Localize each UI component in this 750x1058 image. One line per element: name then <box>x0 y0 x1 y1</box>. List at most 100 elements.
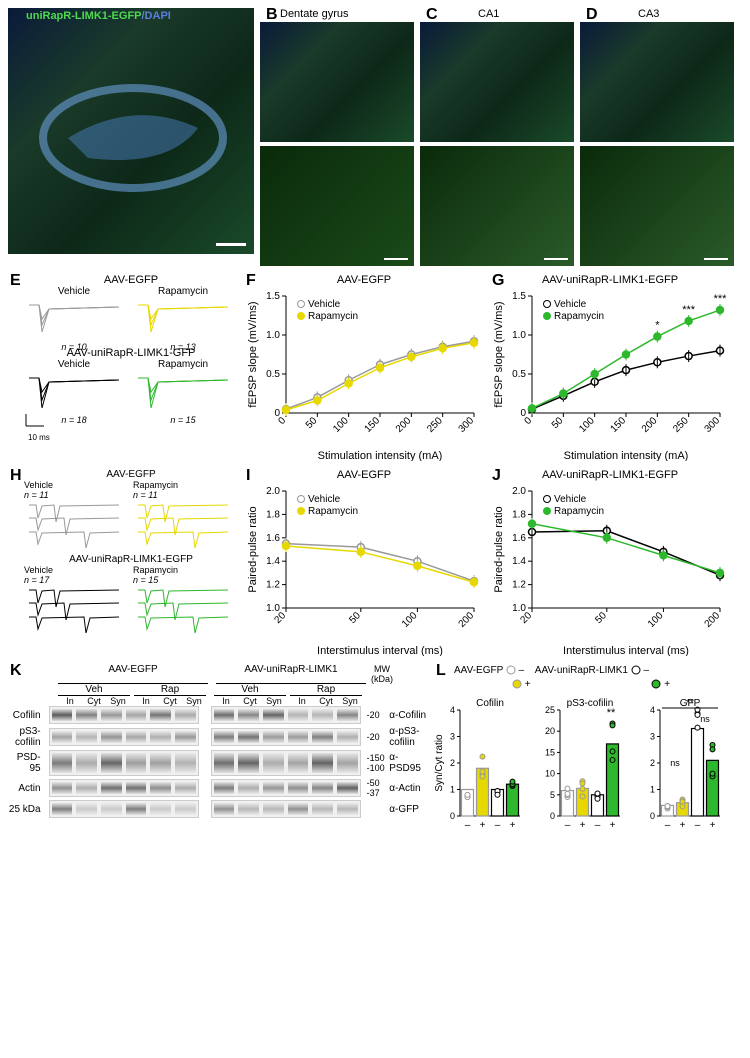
svg-text:100: 100 <box>646 610 666 630</box>
panel-a-legend: uniRapR-LIMK1-EGFP/DAPI <box>26 10 171 22</box>
panel-e: E AAV-EGFP Vehicle n = 10 Rapamycin n = … <box>8 274 238 461</box>
svg-text:50: 50 <box>593 610 609 626</box>
legend-green: uniRapR-LIMK1-EGFP <box>26 10 142 22</box>
svg-text:200: 200 <box>394 415 414 435</box>
panel-c-title: CA1 <box>478 8 499 20</box>
svg-text:Vehicle: Vehicle <box>554 494 587 505</box>
micrograph-c-bottom <box>420 146 574 266</box>
scalebar-b <box>384 258 408 260</box>
svg-text:50: 50 <box>347 610 363 626</box>
svg-text:–: – <box>495 820 501 831</box>
panels-bcd: B Dentate gyrus C CA1 D CA3 <box>260 8 734 266</box>
svg-text:+: + <box>710 820 716 831</box>
svg-text:Stimulation intensity (mA): Stimulation intensity (mA) <box>318 450 443 461</box>
svg-text:0: 0 <box>450 811 455 821</box>
svg-text:–: – <box>595 820 601 831</box>
svg-text:250: 250 <box>671 415 691 435</box>
trace-h3: Vehicle n = 17 <box>24 565 124 635</box>
svg-text:1.2: 1.2 <box>512 580 526 591</box>
svg-text:2: 2 <box>650 758 655 768</box>
svg-text:**: ** <box>607 707 616 719</box>
svg-text:+: + <box>580 820 586 831</box>
svg-text:300: 300 <box>703 415 723 435</box>
svg-text:50: 50 <box>304 415 320 431</box>
svg-text:4: 4 <box>650 705 655 715</box>
svg-text:100: 100 <box>331 415 351 435</box>
svg-text:4: 4 <box>450 705 455 715</box>
chart-i-svg: 1.01.21.41.61.82.02050100200VehicleRapam… <box>244 481 484 656</box>
figure-root: A uniRapR-LIMK1-EGFP/DAPI B Dentate gyru… <box>0 0 750 857</box>
panel-h: H AAV-EGFP Vehicle n = 11 Rapamycin <box>8 469 238 656</box>
panel-f: F AAV-EGFP 00.51.01.5050100150200250300V… <box>244 274 484 461</box>
svg-text:300: 300 <box>457 415 477 435</box>
micrograph-c-top <box>420 22 574 142</box>
panel-j: J AAV-uniRapR-LIMK1-EGFP 1.01.21.41.61.8… <box>490 469 730 656</box>
svg-text:2: 2 <box>450 758 455 768</box>
svg-text:0: 0 <box>550 811 555 821</box>
svg-text:–: – <box>465 820 471 831</box>
panel-l-label: L <box>436 662 446 680</box>
trace-e1: Vehicle n = 10 <box>24 286 124 341</box>
panel-g-title: AAV-uniRapR-LIMK1-EGFP <box>490 274 730 286</box>
row-efg: E AAV-EGFP Vehicle n = 10 Rapamycin n = … <box>8 274 742 461</box>
scalebar-a <box>216 243 246 246</box>
micrograph-a-image <box>8 8 254 254</box>
svg-text:Rapamycin: Rapamycin <box>308 311 358 322</box>
svg-text:20: 20 <box>545 726 555 736</box>
svg-text:5: 5 <box>550 790 555 800</box>
svg-text:+: + <box>610 820 616 831</box>
svg-text:0: 0 <box>522 415 534 427</box>
svg-text:1.2: 1.2 <box>266 580 280 591</box>
panel-h-label: H <box>10 467 22 485</box>
trace-e2: Rapamycin n = 13 <box>133 286 233 341</box>
svg-text:1.5: 1.5 <box>512 291 526 302</box>
svg-text:1.4: 1.4 <box>266 556 280 567</box>
panel-f-title: AAV-EGFP <box>244 274 484 286</box>
panel-i-title: AAV-EGFP <box>244 469 484 481</box>
panel-k-label: K <box>10 662 22 680</box>
svg-text:Rapamycin: Rapamycin <box>554 506 604 517</box>
svg-text:1.8: 1.8 <box>266 509 280 520</box>
svg-text:+: + <box>510 820 516 831</box>
svg-text:Interstimulus interval (ms): Interstimulus interval (ms) <box>563 645 689 656</box>
svg-text:1: 1 <box>650 785 655 795</box>
trace-e3: Vehicle n = 18 0.25 mV 10 ms <box>24 359 124 414</box>
svg-text:50: 50 <box>550 415 566 431</box>
svg-text:+: + <box>680 820 686 831</box>
panel-l: L AAV-EGFP – AAV-uniRapR-LIMK1 – + + <box>434 664 734 841</box>
micrograph-d-top <box>580 22 734 142</box>
panel-d: D CA3 <box>580 8 734 266</box>
panel-b: B Dentate gyrus <box>260 8 414 266</box>
svg-text:Rapamycin: Rapamycin <box>554 311 604 322</box>
panel-k: K AAV-EGFPAAV-uniRapR-LIMK1MW (kDa)VehRa… <box>8 664 428 841</box>
panel-a: A uniRapR-LIMK1-EGFP/DAPI <box>8 8 254 266</box>
svg-text:***: *** <box>714 293 728 305</box>
hippocampus-outline <box>8 8 254 254</box>
svg-text:250: 250 <box>425 415 445 435</box>
panel-j-title: AAV-uniRapR-LIMK1-EGFP <box>490 469 730 481</box>
svg-text:Vehicle: Vehicle <box>554 299 587 310</box>
svg-text:1.6: 1.6 <box>512 533 526 544</box>
svg-text:Interstimulus interval (ms): Interstimulus interval (ms) <box>317 645 443 656</box>
chart-j-svg: 1.01.21.41.61.82.02050100200VehicleRapam… <box>490 481 730 656</box>
legend-blue: /DAPI <box>142 10 171 22</box>
svg-text:0: 0 <box>650 811 655 821</box>
svg-text:ns: ns <box>670 758 680 768</box>
svg-text:–: – <box>695 820 701 831</box>
row-kl: K AAV-EGFPAAV-uniRapR-LIMK1MW (kDa)VehRa… <box>8 664 742 841</box>
chart-f-svg: 00.51.01.5050100150200250300VehicleRapam… <box>244 286 484 461</box>
trace-h1: Vehicle n = 11 <box>24 480 124 550</box>
svg-text:1: 1 <box>450 785 455 795</box>
svg-text:2.0: 2.0 <box>512 486 526 497</box>
svg-text:Paired-pulse ratio: Paired-pulse ratio <box>493 506 505 592</box>
svg-text:200: 200 <box>640 415 660 435</box>
panel-l-legend: AAV-EGFP – AAV-uniRapR-LIMK1 – + + <box>454 664 734 692</box>
micrograph-b-bottom <box>260 146 414 266</box>
svg-text:+: + <box>480 820 486 831</box>
panel-f-label: F <box>246 272 256 290</box>
svg-text:Syn/Cyt ratio: Syn/Cyt ratio <box>434 734 445 792</box>
svg-text:–: – <box>665 820 671 831</box>
row-hij: H AAV-EGFP Vehicle n = 11 Rapamycin <box>8 469 742 656</box>
trace-e4: Rapamycin n = 15 <box>133 359 233 414</box>
bar-chart-cofilin: Cofilin01234–+–+Syn/Cyt ratio <box>434 696 526 841</box>
